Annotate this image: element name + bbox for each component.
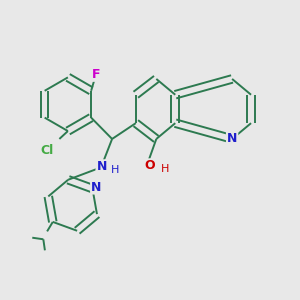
- Text: O: O: [145, 159, 155, 172]
- Text: F: F: [92, 68, 100, 81]
- Text: H: H: [111, 165, 119, 175]
- Text: N: N: [91, 181, 101, 194]
- Text: Cl: Cl: [40, 144, 53, 157]
- Text: H: H: [161, 164, 169, 174]
- Text: N: N: [227, 132, 237, 146]
- Text: N: N: [97, 160, 107, 173]
